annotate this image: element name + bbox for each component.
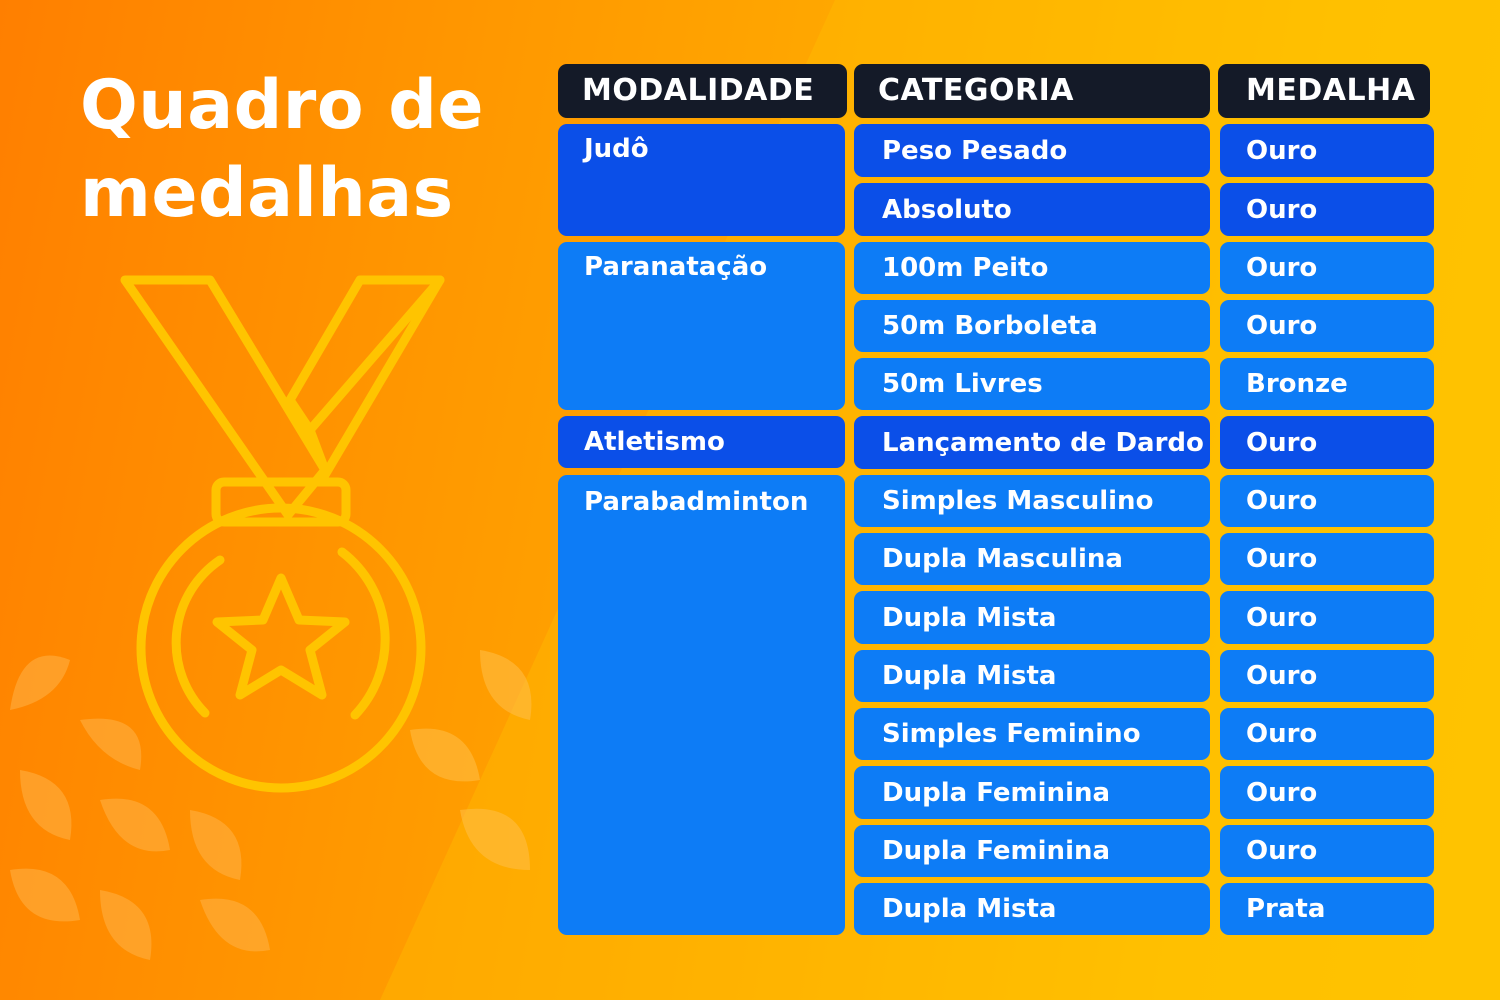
- categoria-cell: Dupla Mista: [854, 650, 1210, 702]
- categoria-cell: Dupla Mista: [854, 883, 1210, 935]
- medalha-cell: Ouro: [1220, 242, 1434, 294]
- categoria-cell: Dupla Feminina: [854, 825, 1210, 877]
- categoria-cell: 50m Borboleta: [854, 300, 1210, 352]
- categoria-cell: Dupla Feminina: [854, 766, 1210, 819]
- header-categoria: CATEGORIA: [854, 64, 1210, 118]
- medalha-cell: Prata: [1220, 883, 1434, 935]
- medal-icon: [120, 275, 445, 793]
- petal-pattern-icon: [410, 650, 532, 870]
- categoria-cell: Dupla Mista: [854, 591, 1210, 644]
- petal-pattern-icon: [10, 655, 270, 960]
- medalha-cell: Ouro: [1220, 300, 1434, 352]
- categoria-cell: Simples Masculino: [854, 475, 1210, 527]
- categoria-cell: Lançamento de Dardo: [854, 416, 1210, 469]
- categoria-cell: 100m Peito: [854, 242, 1210, 294]
- header-medalha: MEDALHA: [1218, 64, 1430, 118]
- categoria-cell: Simples Feminino: [854, 708, 1210, 760]
- page-title: Quadro de medalhas: [80, 62, 484, 238]
- modalidade-cell: Atletismo: [558, 416, 845, 468]
- medalha-cell: Ouro: [1220, 650, 1434, 702]
- medalha-cell: Ouro: [1220, 475, 1434, 527]
- medalha-cell: Ouro: [1220, 416, 1434, 469]
- header-modalidade: MODALIDADE: [558, 64, 847, 118]
- medalha-cell: Ouro: [1220, 708, 1434, 760]
- categoria-cell: Absoluto: [854, 183, 1210, 236]
- title-line-1: Quadro de: [80, 66, 484, 145]
- medalha-cell: Ouro: [1220, 825, 1434, 877]
- categoria-cell: Peso Pesado: [854, 124, 1210, 177]
- medalha-cell: Ouro: [1220, 183, 1434, 236]
- medalha-cell: Ouro: [1220, 766, 1434, 819]
- modalidade-cell: Parabadminton: [558, 475, 845, 935]
- medalha-cell: Ouro: [1220, 533, 1434, 585]
- title-line-2: medalhas: [80, 154, 454, 233]
- medalha-cell: Bronze: [1220, 358, 1434, 410]
- categoria-cell: Dupla Masculina: [854, 533, 1210, 585]
- modalidade-cell: Judô: [558, 124, 845, 236]
- modalidade-cell: Paranatação: [558, 242, 845, 410]
- medalha-cell: Ouro: [1220, 591, 1434, 644]
- categoria-cell: 50m Livres: [854, 358, 1210, 410]
- medalha-cell: Ouro: [1220, 124, 1434, 177]
